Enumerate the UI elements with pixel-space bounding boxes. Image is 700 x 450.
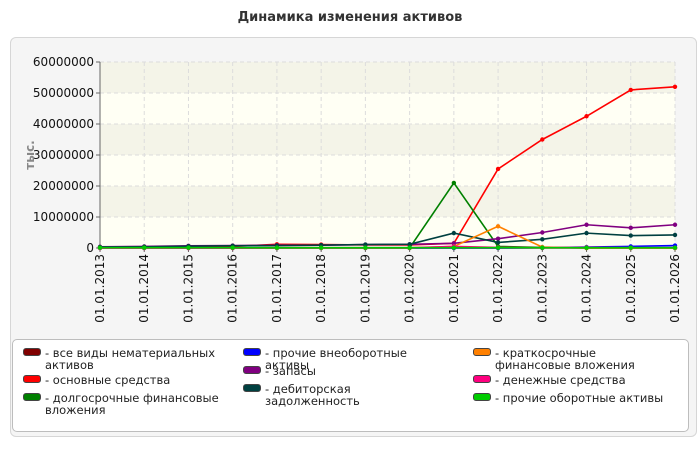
series-point-4: [451, 241, 457, 246]
x-tick-label: 01.01.2025: [624, 254, 638, 323]
x-tick-label: 01.01.2022: [491, 254, 505, 323]
series-point-5: [628, 233, 633, 238]
series-point-8: [584, 245, 589, 250]
y-tick-label: 30000000: [33, 148, 94, 162]
y-tick-label: 60000000: [33, 55, 94, 69]
plot-band: [100, 186, 675, 217]
plot-band: [100, 124, 675, 155]
plot-band: [100, 62, 675, 93]
series-line-5: [99, 232, 676, 248]
legend-swatch: [243, 348, 261, 356]
x-tick-label: 01.01.2013: [93, 254, 107, 323]
y-tick-label: 10000000: [33, 210, 94, 224]
y-tick-label: 20000000: [33, 179, 94, 193]
x-tick-label: 01.01.2015: [181, 254, 195, 323]
x-tick-label: 01.01.2026: [668, 254, 682, 323]
series-point-5: [451, 230, 457, 236]
legend-swatch: [23, 348, 41, 356]
chart-legend: - все виды нематериальных активов - основ…: [12, 339, 689, 432]
series-point-8: [363, 245, 368, 250]
y-axis-label: тыс.: [23, 140, 37, 169]
x-tick-label: 01.01.2017: [270, 254, 284, 323]
series-point-8: [540, 245, 545, 250]
legend-swatch: [473, 375, 491, 383]
x-tick-label: 01.01.2014: [137, 254, 151, 323]
x-tick-label: 01.01.2020: [403, 254, 417, 323]
series-point-4: [540, 230, 545, 235]
series-point-8: [274, 245, 280, 250]
series-point-8: [97, 245, 103, 250]
series-point-6: [495, 224, 501, 229]
series-point-8: [451, 245, 457, 250]
chart-plot: 0 10000000 20000000 30000000 40000000 5000000…: [23, 55, 682, 323]
legend-label: - прочие внеоборотные активы: [265, 346, 407, 372]
x-tick-label: 01.01.2019: [358, 254, 372, 323]
series-point-5: [495, 240, 501, 245]
x-tick-label: 01.01.2024: [580, 254, 594, 323]
legend-swatch: [243, 384, 261, 392]
series-point-8: [318, 245, 324, 250]
chart-title: Динамика изменения активов: [237, 10, 463, 25]
legend-label: - основные средства: [45, 373, 171, 387]
legend-swatch: [243, 366, 261, 374]
series-point-8: [186, 245, 191, 250]
legend-swatch: [473, 348, 491, 356]
series-point-8: [495, 245, 501, 250]
series-point-1: [540, 137, 545, 142]
series-point-8: [672, 245, 678, 250]
legend-swatch: [23, 393, 41, 401]
y-tick-label: 40000000: [33, 117, 94, 131]
x-tick-label: 01.01.2016: [226, 254, 240, 323]
series-point-5: [672, 232, 678, 238]
legend-swatch: [23, 375, 41, 383]
x-tick-label: 01.01.2023: [535, 254, 549, 323]
legend-label: - дебиторская задолженность: [265, 382, 360, 408]
series-point-8: [142, 245, 147, 250]
legend-label: - все виды нематериальных активов: [45, 346, 216, 372]
legend-label: - денежные средства: [495, 373, 626, 387]
series-point-1: [672, 84, 678, 90]
series-point-5: [363, 242, 368, 247]
series-point-2: [451, 180, 457, 186]
series-point-5: [584, 230, 589, 236]
legend-swatch: [473, 393, 491, 401]
legend-label: - краткосрочные финансовые вложения: [495, 346, 635, 372]
series-point-4: [672, 222, 678, 227]
series-point-5: [407, 242, 412, 247]
legend-label: - прочие оборотные активы: [495, 391, 664, 405]
series-point-8: [628, 245, 633, 250]
series-point-4: [584, 222, 589, 227]
series-point-1: [584, 114, 589, 119]
legend-label: - долгосрочные финансовые вложения: [45, 391, 219, 417]
series-point-8: [230, 245, 235, 250]
series-point-5: [540, 237, 545, 242]
series-point-4: [495, 236, 501, 241]
series-point-1: [628, 87, 633, 93]
series-point-1: [495, 166, 501, 172]
x-tick-label: 01.01.2018: [314, 254, 328, 323]
legend-label: - запасы: [265, 364, 316, 378]
series-point-4: [628, 225, 633, 231]
y-tick-label: 0: [86, 241, 94, 255]
series-point-8: [407, 245, 412, 250]
y-tick-label: 50000000: [33, 86, 94, 100]
x-tick-label: 01.01.2021: [447, 254, 461, 323]
